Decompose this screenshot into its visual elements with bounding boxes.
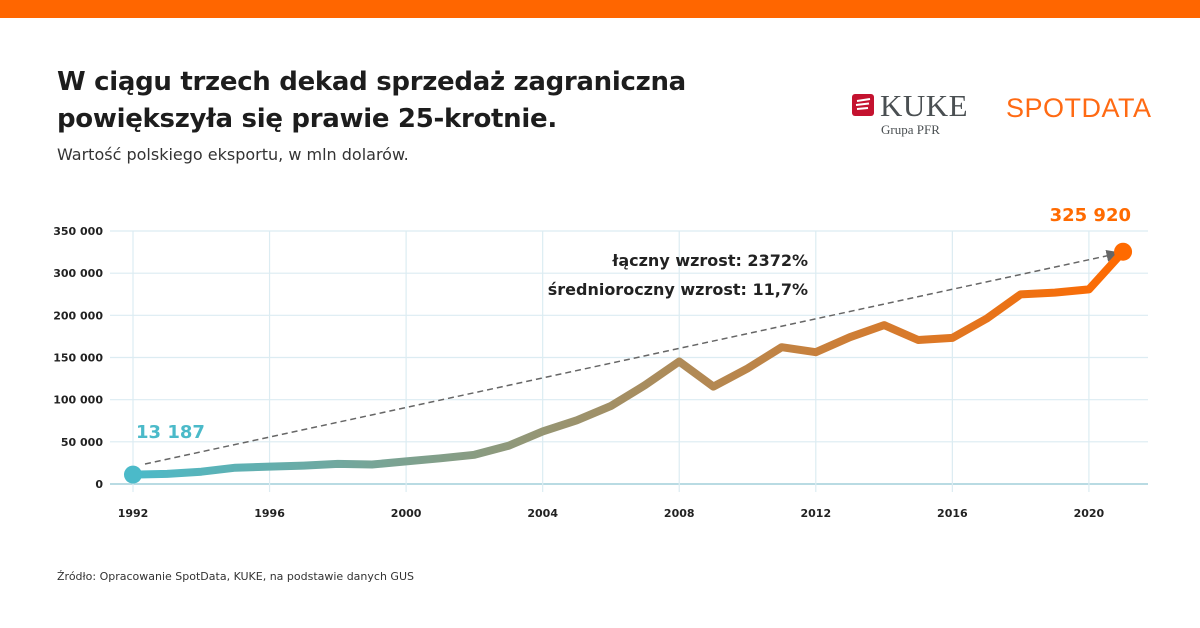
y-tick-label: 50 000 <box>61 436 103 449</box>
x-tick-label: 1996 <box>254 507 285 520</box>
y-tick-label: 200 000 <box>53 309 103 322</box>
total-growth-annotation: łączny wzrost: 2372% <box>611 251 808 270</box>
x-tick-label: 2012 <box>800 507 831 520</box>
title-line-1: W ciągu trzech dekad sprzedaż zagraniczn… <box>57 67 686 97</box>
y-tick-label: 150 000 <box>53 352 103 365</box>
end-point <box>1114 242 1133 261</box>
title-line-2: powiększyła się prawie 25-krotnie. <box>57 104 557 134</box>
kuke-emblem-icon <box>852 94 874 116</box>
x-tick-label: 2008 <box>664 507 695 520</box>
start-point <box>124 465 142 484</box>
page-title: W ciągu trzech dekad sprzedaż zagraniczn… <box>57 64 686 138</box>
x-tick-label: 2004 <box>527 507 558 520</box>
trend-arrow <box>144 249 1122 465</box>
end-value-label: 325 920 <box>1050 205 1131 226</box>
y-tick-label: 350 000 <box>53 225 103 238</box>
x-tick-label: 2016 <box>937 507 968 520</box>
y-tick-label: 300 000 <box>53 267 103 280</box>
x-tick-label: 2000 <box>391 507 422 520</box>
top-accent-bar <box>0 0 1200 18</box>
y-tick-label: 100 000 <box>53 394 103 407</box>
spotdata-logo: SPOTDATA <box>1006 93 1152 123</box>
annual-growth-annotation: średnioroczny wzrost: 11,7% <box>548 280 808 299</box>
export-series-line <box>132 249 1127 479</box>
y-tick-label: 0 <box>95 478 103 491</box>
start-value-label: 13 187 <box>136 422 205 443</box>
kuke-wordmark: KUKE <box>880 88 969 123</box>
x-tick-label: 1992 <box>118 507 149 520</box>
kuke-subtitle: Grupa PFR <box>881 122 940 137</box>
x-tick-label: 2020 <box>1074 507 1105 520</box>
subtitle: Wartość polskiego eksportu, w mln dolaró… <box>57 145 409 164</box>
source-note: Źródło: Opracowanie SpotData, KUKE, na p… <box>57 570 414 583</box>
